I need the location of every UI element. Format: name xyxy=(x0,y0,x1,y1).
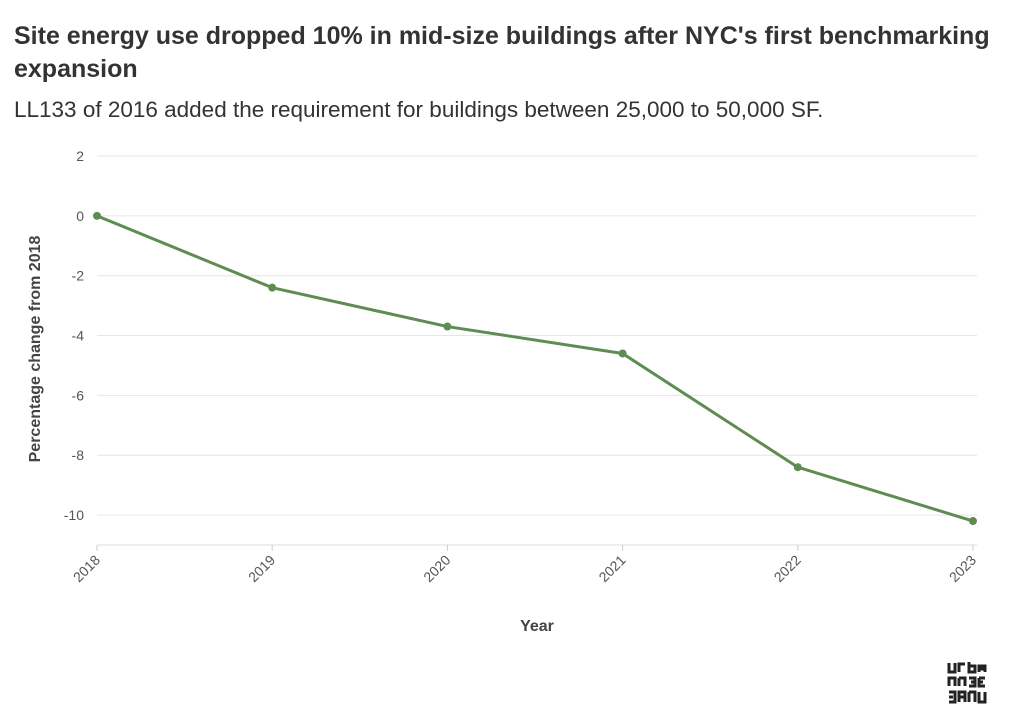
urban-green-logo xyxy=(947,662,987,704)
x-tick-label: 2022 xyxy=(771,552,804,585)
x-tick-label: 2020 xyxy=(420,552,453,585)
data-point xyxy=(793,463,802,472)
chart-subtitle: LL133 of 2016 added the requirement for … xyxy=(14,97,824,122)
x-tick-label: 2019 xyxy=(245,552,278,585)
x-axis-ticks: 2018 2019 2020 2021 2022 2023 xyxy=(70,545,979,585)
data-point xyxy=(969,517,977,526)
y-tick-label: -2 xyxy=(72,268,85,284)
data-point xyxy=(268,283,277,292)
data-point xyxy=(443,322,452,331)
series-layer xyxy=(93,211,977,526)
x-axis-title: Year xyxy=(520,618,554,635)
y-tick-label: 2 xyxy=(76,148,84,164)
x-tick-label: 2018 xyxy=(70,552,103,585)
y-tick-label: -4 xyxy=(72,328,85,344)
x-tick-label: 2023 xyxy=(946,552,979,585)
y-tick-label: -10 xyxy=(64,507,84,523)
y-tick-label: -6 xyxy=(72,387,85,403)
y-axis-title: Percentage change from 2018 xyxy=(27,236,44,463)
series-line xyxy=(96,214,974,523)
chart-title: Site energy use dropped 10% in mid-size … xyxy=(14,22,990,83)
y-axis-ticks: 2 0 -2 -4 -6 -8 -10 xyxy=(64,148,84,523)
data-point xyxy=(93,211,101,220)
data-point xyxy=(618,349,627,358)
gridlines xyxy=(97,155,977,516)
x-tick-label: 2021 xyxy=(595,552,628,585)
y-tick-label: 0 xyxy=(76,208,84,224)
y-tick-label: -8 xyxy=(72,447,85,463)
